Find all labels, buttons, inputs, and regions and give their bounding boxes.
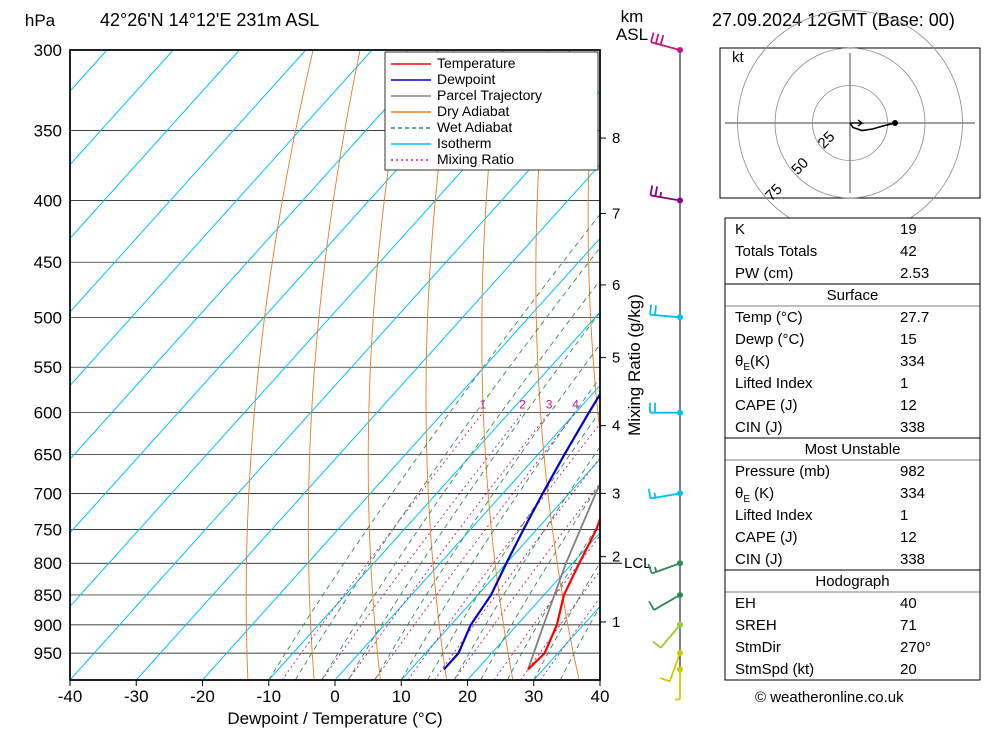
svg-text:CAPE (J): CAPE (J) [735, 529, 798, 546]
skewt-figure: 12346810152025-40-30-20-10010203040Dewpo… [0, 0, 1000, 733]
svg-text:71: 71 [900, 617, 917, 634]
svg-text:15: 15 [900, 331, 917, 348]
svg-text:19: 19 [900, 221, 917, 238]
svg-text:StmSpd (kt): StmSpd (kt) [735, 661, 814, 678]
svg-text:550: 550 [34, 358, 62, 377]
svg-text:Mixing Ratio (g/kg): Mixing Ratio (g/kg) [625, 294, 644, 436]
svg-text:-10: -10 [256, 687, 281, 706]
svg-text:15: 15 [688, 398, 702, 412]
svg-text:2: 2 [519, 398, 526, 412]
svg-text:700: 700 [34, 484, 62, 503]
svg-text:338: 338 [900, 419, 925, 436]
svg-text:Totals Totals: Totals Totals [735, 243, 817, 260]
svg-text:km: km [621, 7, 644, 26]
svg-text:800: 800 [34, 554, 62, 573]
svg-text:334: 334 [900, 353, 925, 370]
svg-text:40: 40 [591, 687, 610, 706]
location-title: 42°26'N 14°12'E 231m ASL [100, 10, 319, 30]
svg-text:850: 850 [34, 586, 62, 605]
svg-text:300: 300 [34, 41, 62, 60]
svg-text:Isotherm: Isotherm [437, 135, 491, 151]
svg-text:1: 1 [479, 398, 486, 412]
svg-text:Wet Adiabat: Wet Adiabat [437, 119, 512, 135]
svg-text:CIN (J): CIN (J) [735, 419, 783, 436]
svg-text:1: 1 [900, 507, 908, 524]
svg-text:500: 500 [34, 308, 62, 327]
svg-text:950: 950 [34, 644, 62, 663]
svg-text:CIN (J): CIN (J) [735, 551, 783, 568]
svg-text:20: 20 [900, 661, 917, 678]
svg-text:K: K [735, 221, 745, 238]
svg-text:Dewp (°C): Dewp (°C) [735, 331, 804, 348]
svg-text:Parcel Trajectory: Parcel Trajectory [437, 87, 542, 103]
svg-text:900: 900 [34, 616, 62, 635]
datetime-title: 27.09.2024 12GMT (Base: 00) [712, 10, 955, 30]
svg-text:400: 400 [34, 192, 62, 211]
svg-text:Pressure (mb): Pressure (mb) [735, 463, 830, 480]
svg-text:350: 350 [34, 122, 62, 141]
svg-text:0: 0 [330, 687, 339, 706]
svg-text:42: 42 [900, 243, 917, 260]
svg-text:270°: 270° [900, 639, 931, 656]
svg-text:6: 6 [605, 398, 612, 412]
svg-text:EH: EH [735, 595, 756, 612]
svg-text:27.7: 27.7 [900, 309, 929, 326]
svg-text:338: 338 [900, 551, 925, 568]
svg-text:12: 12 [900, 529, 917, 546]
svg-text:LCL: LCL [624, 555, 652, 572]
svg-text:450: 450 [34, 253, 62, 272]
svg-text:1: 1 [612, 614, 620, 631]
svg-text:Dewpoint: Dewpoint [437, 71, 495, 87]
svg-text:3: 3 [546, 398, 553, 412]
svg-text:kt: kt [732, 49, 745, 66]
svg-text:12: 12 [900, 397, 917, 414]
svg-text:982: 982 [900, 463, 925, 480]
svg-text:Most Unstable: Most Unstable [805, 441, 901, 458]
svg-text:Temp (°C): Temp (°C) [735, 309, 803, 326]
svg-text:8: 8 [612, 130, 620, 147]
svg-text:6: 6 [612, 277, 620, 294]
svg-text:Dry Adiabat: Dry Adiabat [437, 103, 509, 119]
svg-text:CAPE (J): CAPE (J) [735, 397, 798, 414]
svg-text:750: 750 [34, 520, 62, 539]
svg-text:-40: -40 [58, 687, 83, 706]
svg-text:-30: -30 [124, 687, 149, 706]
svg-text:20: 20 [458, 687, 477, 706]
svg-text:4: 4 [572, 398, 579, 412]
svg-text:600: 600 [34, 404, 62, 423]
svg-text:30: 30 [524, 687, 543, 706]
svg-text:3: 3 [612, 485, 620, 502]
svg-text:Temperature: Temperature [437, 55, 516, 71]
svg-text:5: 5 [612, 350, 620, 367]
svg-text:ASL: ASL [616, 25, 648, 44]
svg-text:Hodograph: Hodograph [815, 573, 889, 590]
svg-text:334: 334 [900, 485, 925, 502]
svg-text:hPa: hPa [25, 11, 56, 30]
x-axis-label: Dewpoint / Temperature (°C) [227, 709, 442, 728]
svg-text:650: 650 [34, 446, 62, 465]
svg-text:Surface: Surface [827, 287, 879, 304]
svg-text:Lifted Index: Lifted Index [735, 507, 813, 524]
svg-text:SREH: SREH [735, 617, 777, 634]
svg-text:40: 40 [900, 595, 917, 612]
svg-text:StmDir: StmDir [735, 639, 781, 656]
svg-text:Mixing Ratio: Mixing Ratio [437, 151, 514, 167]
svg-text:10: 10 [392, 687, 411, 706]
svg-text:Lifted Index: Lifted Index [735, 375, 813, 392]
svg-text:PW (cm): PW (cm) [735, 265, 793, 282]
svg-text:1: 1 [900, 375, 908, 392]
svg-text:-20: -20 [190, 687, 215, 706]
svg-text:4: 4 [612, 418, 620, 435]
svg-text:2.53: 2.53 [900, 265, 929, 282]
svg-text:7: 7 [612, 205, 620, 222]
copyright: © weatheronline.co.uk [755, 689, 904, 706]
